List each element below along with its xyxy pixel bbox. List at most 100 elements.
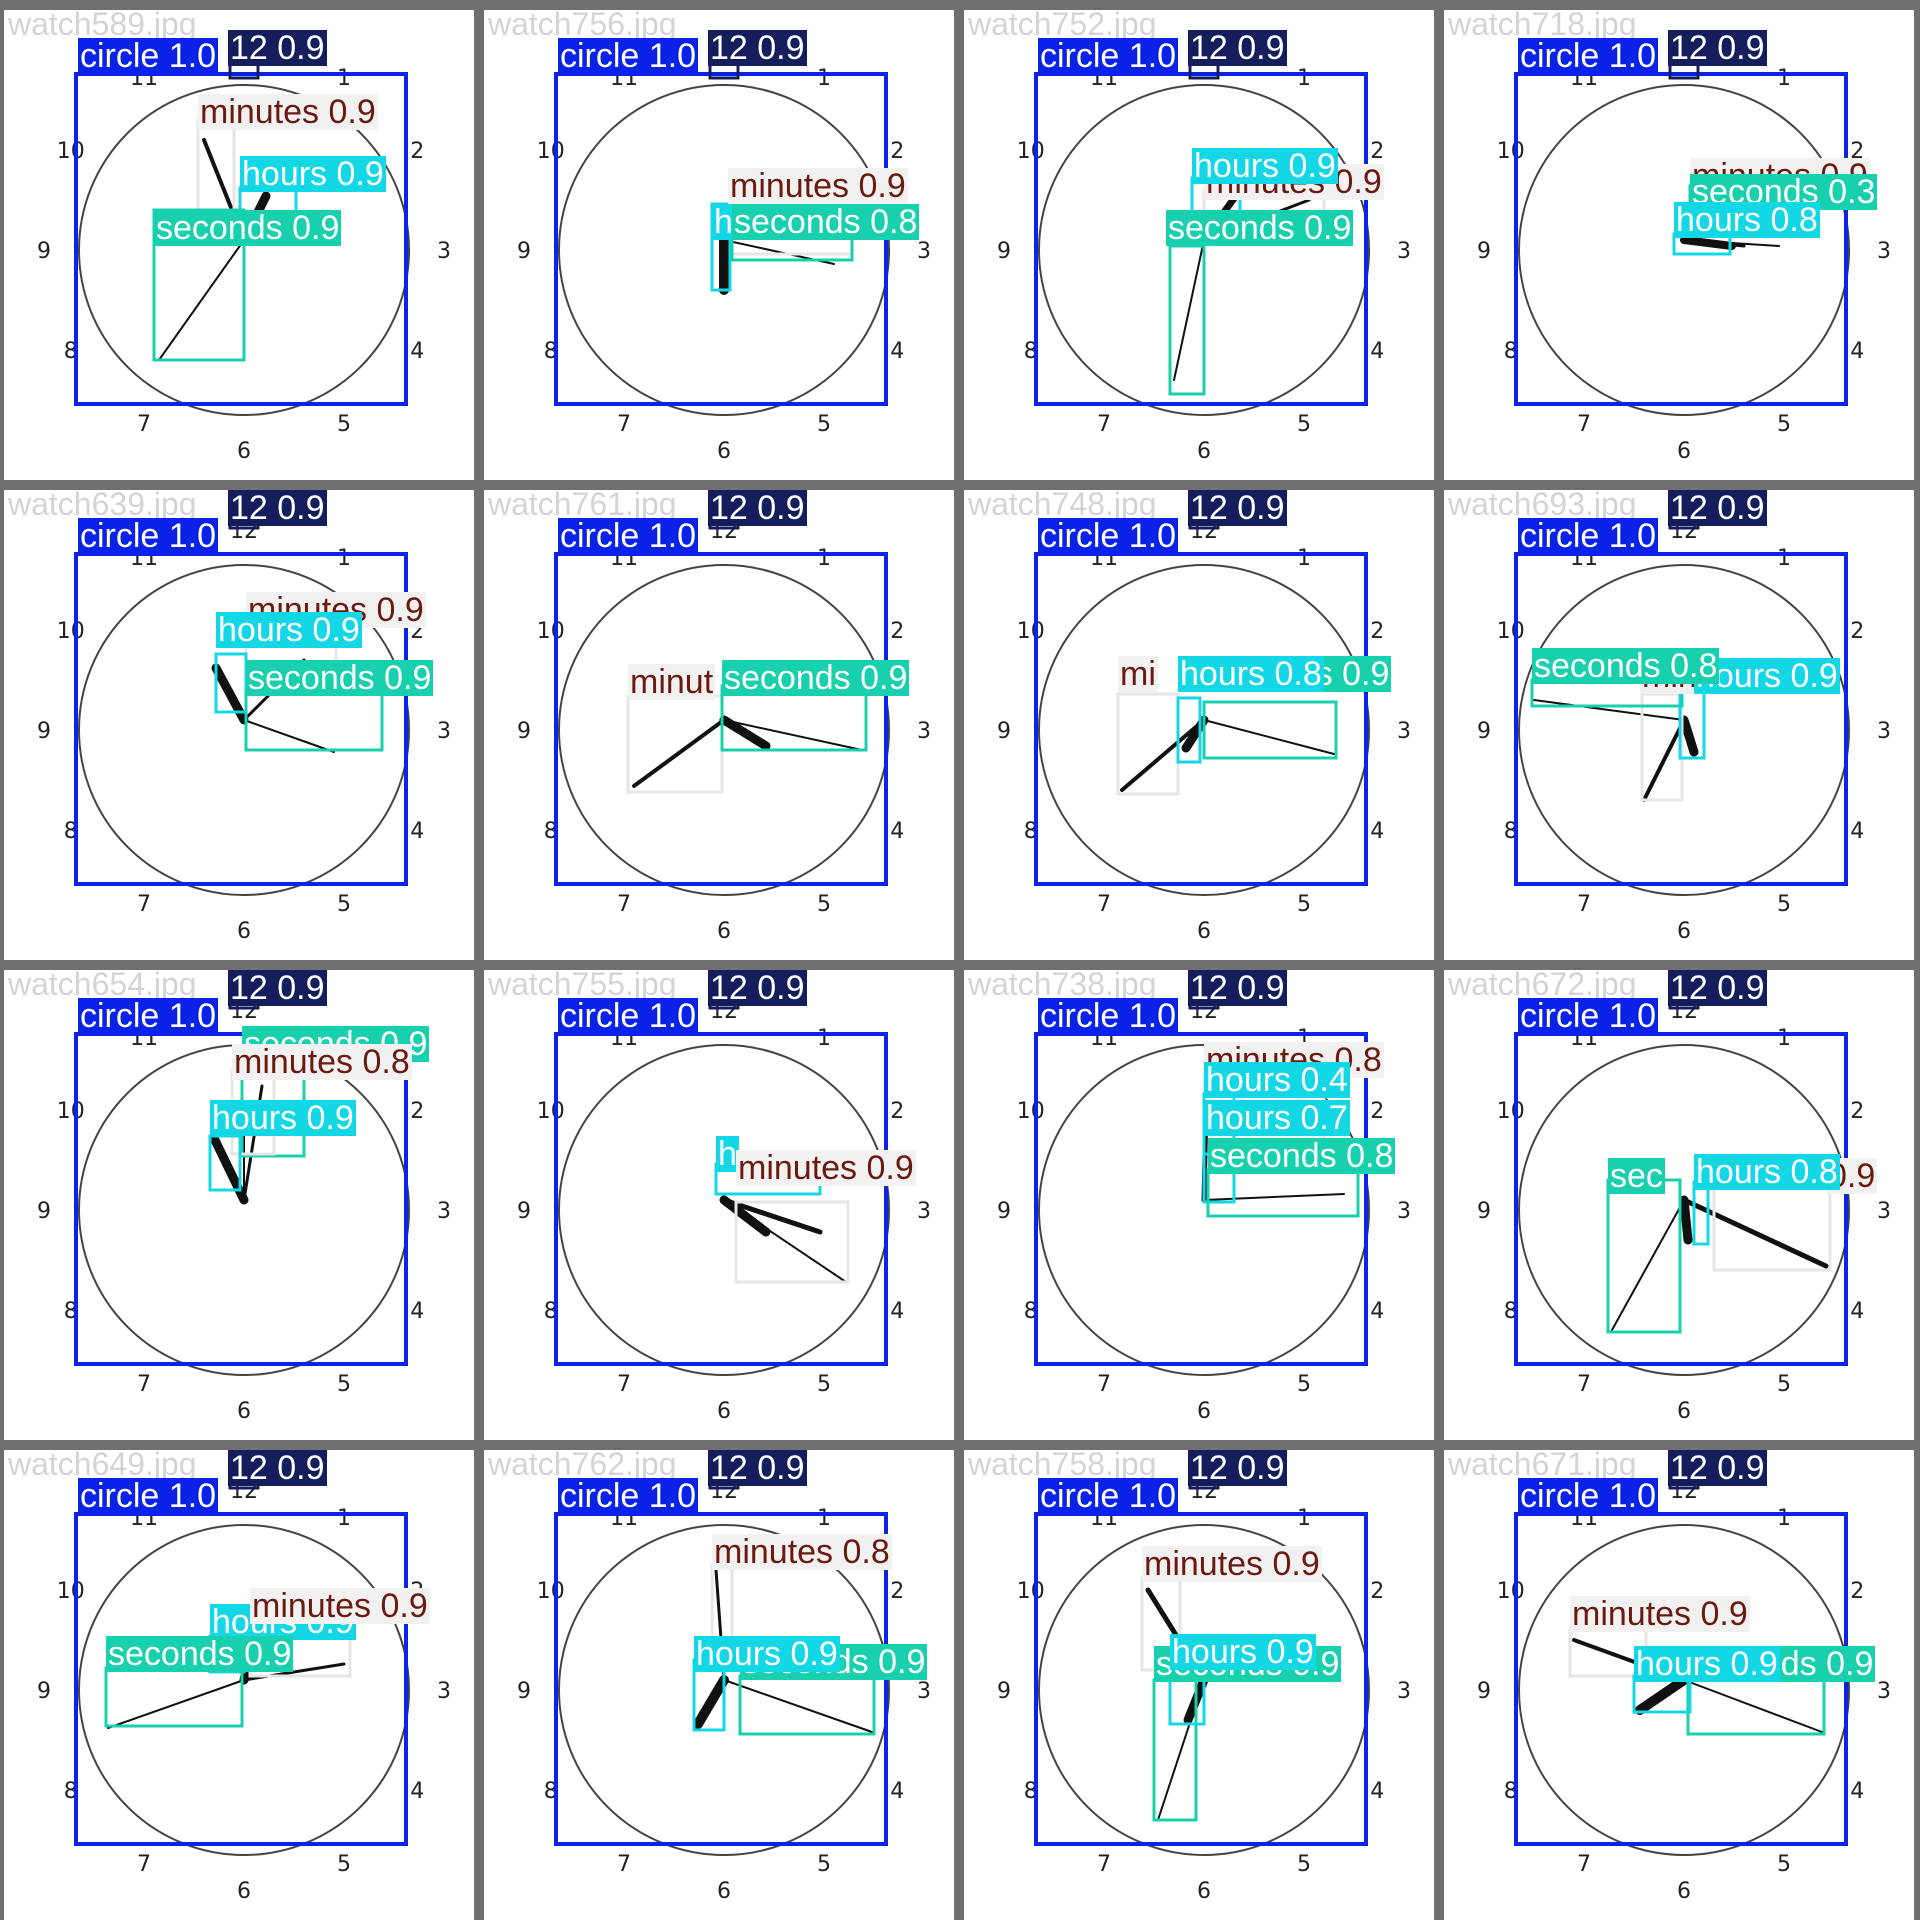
dial-number: 5 — [337, 412, 351, 437]
dial-number: 6 — [1197, 919, 1211, 944]
image-filename: watch748.jpg — [968, 490, 1157, 522]
dial-number: 2 — [890, 1579, 904, 1604]
dial-number: 9 — [37, 1679, 51, 1704]
circle-detection-box — [1514, 552, 1848, 886]
dial-number: 9 — [517, 239, 531, 264]
dial-number: 4 — [1850, 1299, 1864, 1324]
dial-number: 10 — [57, 1579, 85, 1604]
watch-tile: 12 1 2 3 4 5 6 7 8 9 10 11 watch755.jpg 12 0.9 circle … — [484, 970, 954, 1440]
dial-number: 1 — [1297, 546, 1311, 571]
circle-label: circle 1.0 — [78, 517, 219, 555]
hours-label: hours 0.9 — [694, 1635, 840, 1673]
circle-detection-box — [554, 1032, 888, 1366]
dial-number: 7 — [1097, 1852, 1111, 1877]
dial-number: 9 — [997, 239, 1011, 264]
dial-number: 5 — [1777, 1852, 1791, 1877]
image-filename: watch672.jpg — [1448, 970, 1637, 1002]
dial-number: 3 — [1397, 239, 1411, 264]
dial-number: 3 — [437, 719, 451, 744]
dial-number: 3 — [917, 239, 931, 264]
clock-hand — [719, 715, 771, 751]
circle-label: circle 1.0 — [78, 37, 219, 75]
dial-number: 6 — [717, 439, 731, 464]
minutes-detection-box — [1640, 692, 1684, 802]
dial-number: 3 — [917, 719, 931, 744]
dial-number: 2 — [890, 1099, 904, 1124]
circle-label: circle 1.0 — [558, 517, 699, 555]
minutes-detection-box — [1116, 692, 1180, 796]
seconds-detection-box — [1202, 700, 1338, 760]
dial-number: 6 — [717, 1879, 731, 1904]
hours-label: h — [716, 1135, 739, 1173]
dial-number: 3 — [437, 239, 451, 264]
dial-number: 3 — [917, 1199, 931, 1224]
clock-hand — [693, 1675, 729, 1729]
clock-hand — [1681, 1197, 1829, 1269]
clock-hand — [1611, 1199, 1685, 1331]
dial-circle — [1518, 1044, 1850, 1376]
dial-number: 6 — [1197, 1399, 1211, 1424]
dial-number: 5 — [337, 1372, 351, 1397]
circle-label: circle 1.0 — [558, 37, 699, 75]
dial-number: 2 — [410, 139, 424, 164]
twelve-label: 12 0.9 — [1668, 1450, 1767, 1487]
dial-number: 6 — [237, 1399, 251, 1424]
dial-number: 9 — [1477, 1199, 1491, 1224]
dial-number: 7 — [617, 892, 631, 917]
dial-number: 7 — [1577, 1372, 1591, 1397]
dial-number: 10 — [1497, 619, 1525, 644]
dial-circle — [78, 84, 410, 416]
twelve-label: 12 0.9 — [1188, 1450, 1287, 1487]
dial-number: 2 — [1850, 139, 1864, 164]
hours-label: hours 0.9 — [1192, 147, 1338, 185]
dial-number: 2 — [1850, 1579, 1864, 1604]
dial-number: 5 — [1297, 892, 1311, 917]
dial-number: 7 — [617, 412, 631, 437]
dial-number: 6 — [1197, 1879, 1211, 1904]
image-filename: watch762.jpg — [488, 1450, 677, 1482]
dial-number: 10 — [537, 139, 565, 164]
twelve-label: 12 0.9 — [1188, 490, 1287, 527]
dial-number: 3 — [917, 1679, 931, 1704]
dial-circle — [1038, 84, 1370, 416]
dial-number: 9 — [997, 719, 1011, 744]
circle-detection-box — [1034, 552, 1368, 886]
seconds-label: seconds 0.8 — [1208, 1137, 1396, 1175]
minutes-label: minutes 0.9 — [728, 167, 908, 205]
dial-number: 1 — [1777, 1026, 1791, 1051]
circle-label: circle 1.0 — [1038, 37, 1179, 75]
dial-number: 2 — [1370, 1099, 1384, 1124]
dial-number: 2 — [890, 619, 904, 644]
dial-circle — [1518, 84, 1850, 416]
image-filename: watch756.jpg — [488, 10, 677, 42]
seconds-detection-box — [1168, 244, 1206, 396]
twelve-label: 12 0.9 — [708, 1450, 807, 1487]
dial-number: 9 — [1477, 719, 1491, 744]
dial-number: 7 — [137, 412, 151, 437]
dial-number: 10 — [537, 619, 565, 644]
minutes-detection-box — [734, 1200, 850, 1284]
watch-tile: 12 1 2 3 4 5 6 7 8 9 10 11 watch672.jpg 12 0.9 circle … — [1444, 970, 1914, 1440]
circle-label: circle 1.0 — [1518, 1477, 1659, 1515]
dial-number: 1 — [1297, 1506, 1311, 1531]
dial-number: 10 — [1017, 1099, 1045, 1124]
image-filename: watch693.jpg — [1448, 490, 1637, 522]
dial-number: 10 — [57, 619, 85, 644]
twelve-label: 12 0.9 — [1668, 970, 1767, 1007]
twelve-label: 12 0.9 — [1188, 29, 1287, 67]
dial-number: 10 — [1497, 1099, 1525, 1124]
twelve-label: 12 0.9 — [708, 29, 807, 67]
hours-label: hours 0.8 — [1694, 1153, 1840, 1191]
dial-number: 6 — [1677, 439, 1691, 464]
dial-number: 10 — [57, 139, 85, 164]
